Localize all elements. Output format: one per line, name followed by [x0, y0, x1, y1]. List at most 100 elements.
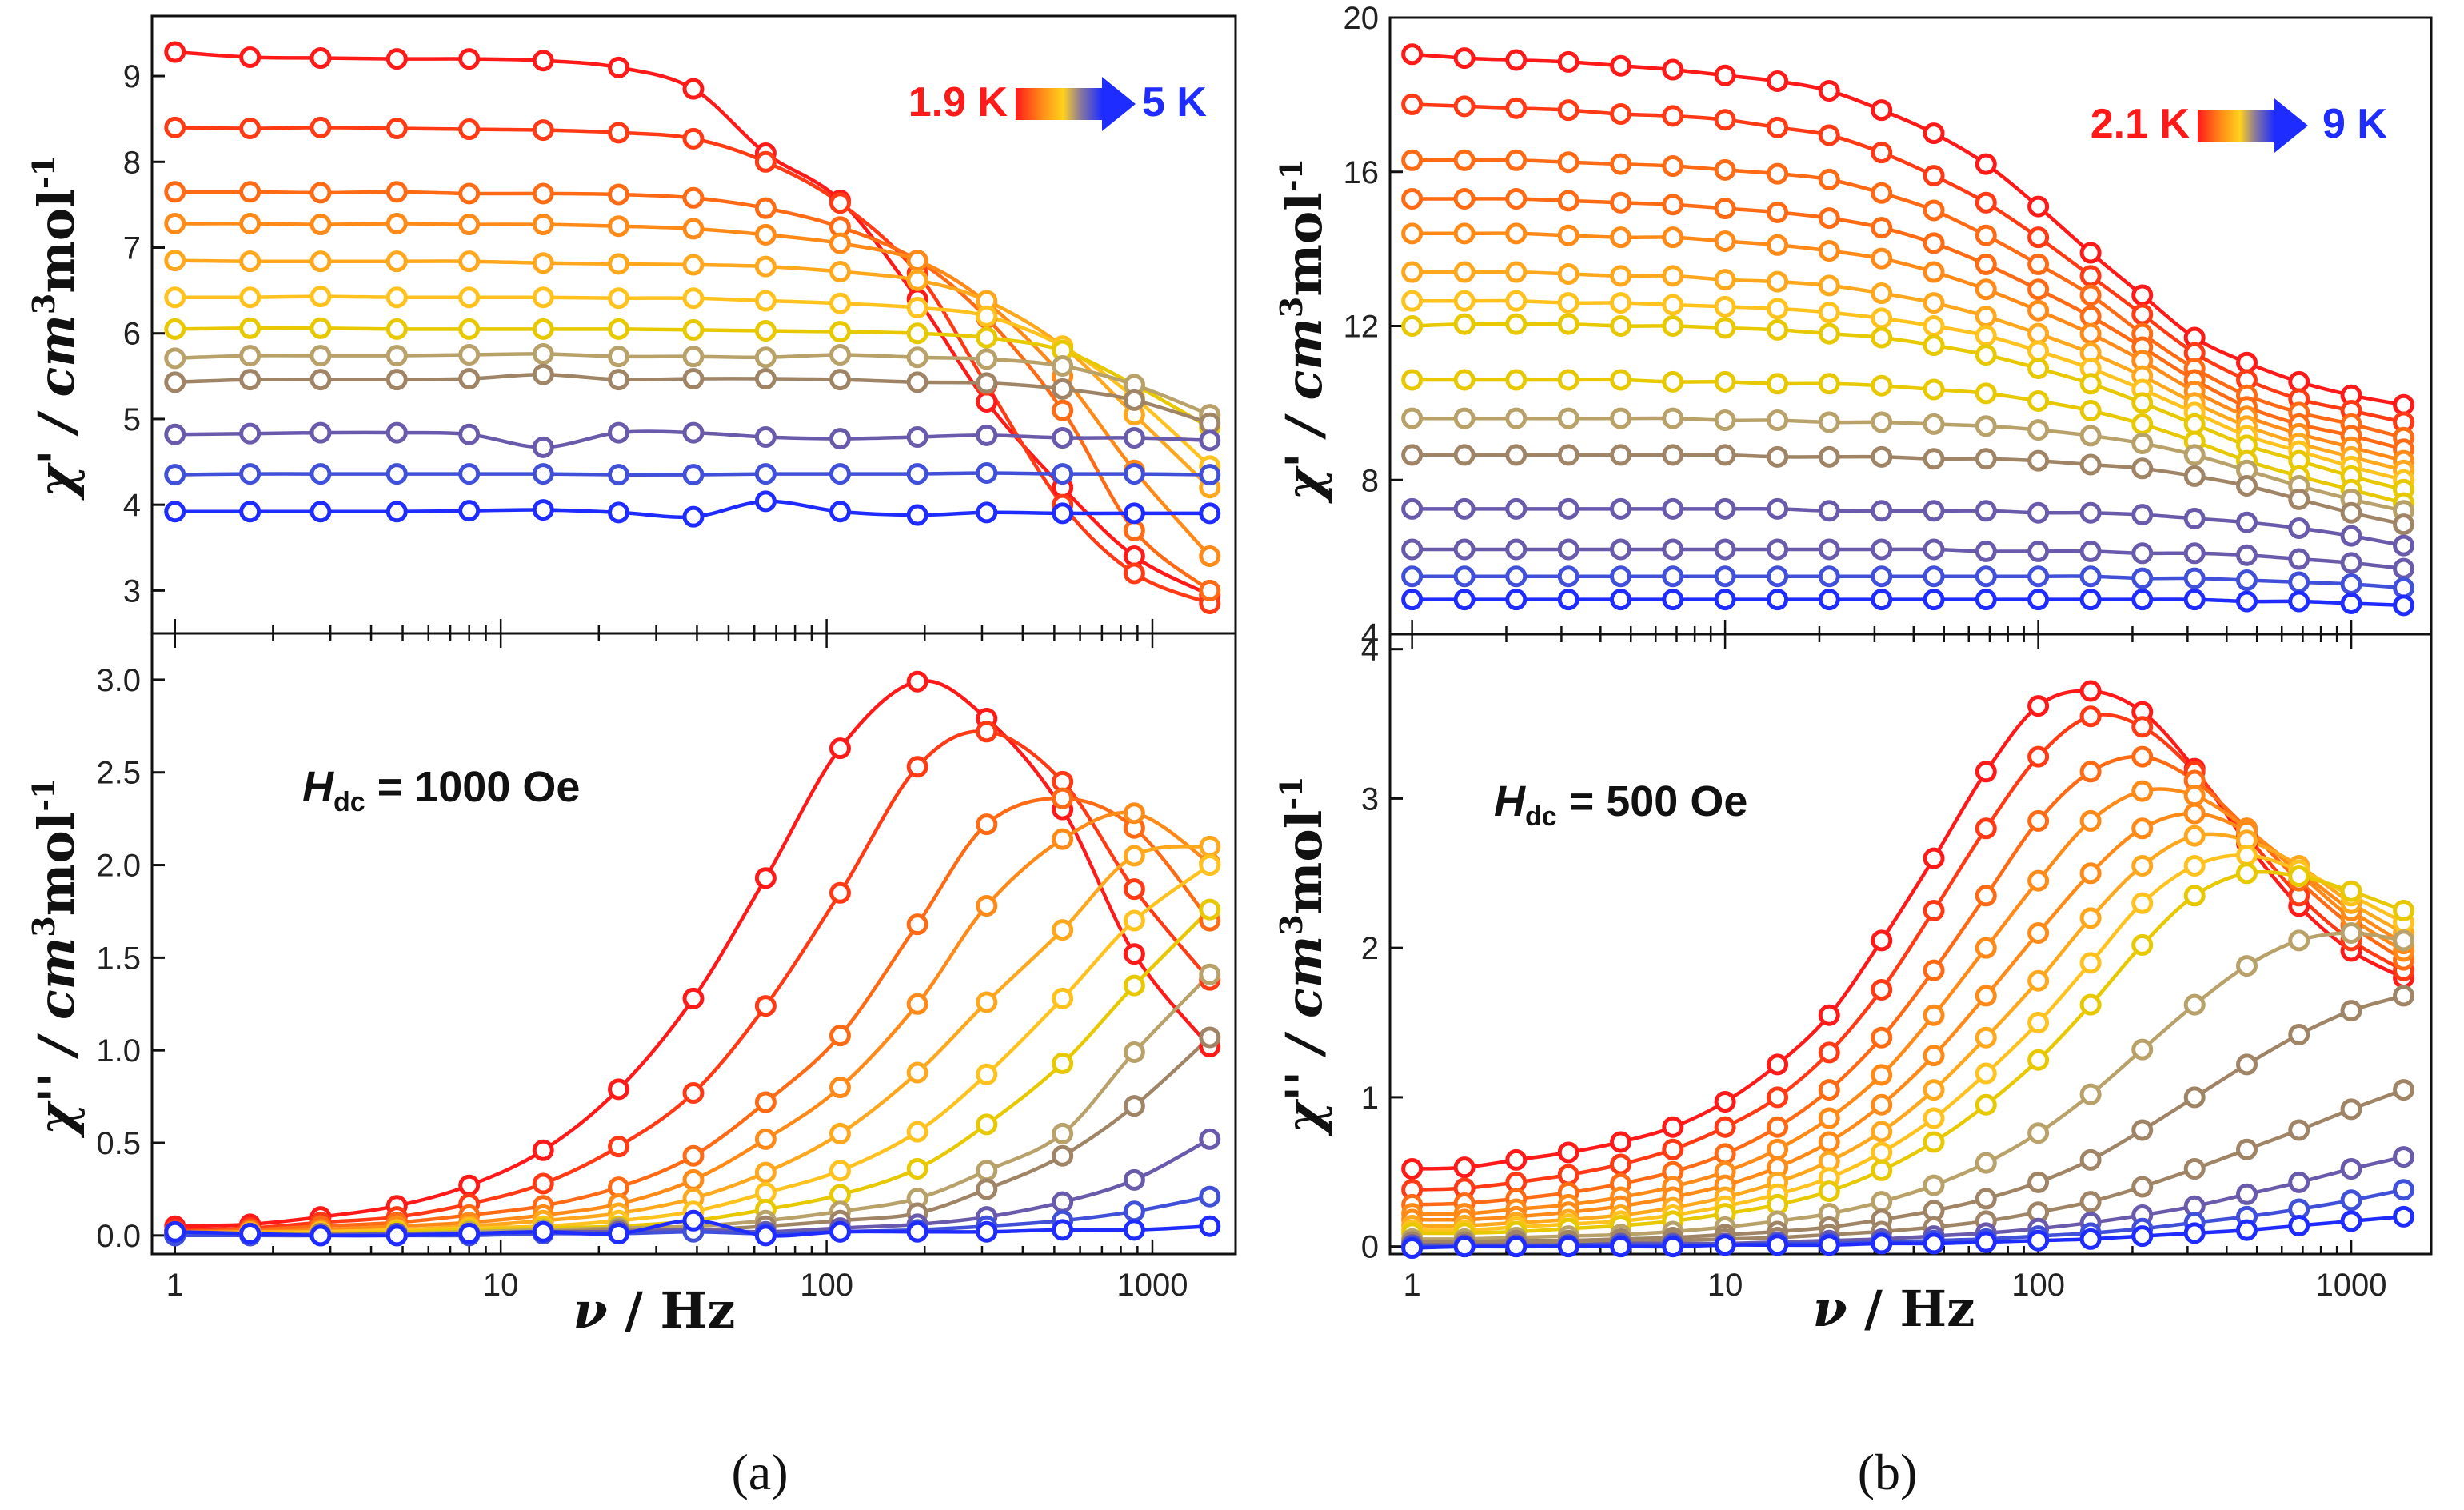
data-point-T9 [239, 369, 262, 391]
x-tick-label: 1000 [1117, 1268, 1188, 1303]
data-point-T14 [1871, 1232, 1893, 1255]
data-point-T4 [1818, 207, 1840, 230]
data-point-T8 [2131, 933, 2154, 956]
data-point-T4 [2027, 869, 2050, 892]
data-point-T10 [2183, 444, 2206, 466]
panel-b-field-symbol: H [1494, 777, 1526, 825]
data-point-T15 [2340, 592, 2362, 614]
data-point-T14 [2079, 1228, 2102, 1250]
data-point-T15 [1610, 589, 1632, 611]
data-point-T9 [1401, 369, 1424, 391]
data-point-T7 [1662, 294, 1684, 316]
data-point-T12 [1818, 500, 1840, 522]
data-point-T10 [1052, 427, 1074, 449]
data-point-T14 [1401, 565, 1424, 588]
data-point-T11 [2393, 1079, 2415, 1101]
series-line-T3 [174, 796, 1212, 1234]
data-point-T9 [1767, 373, 1789, 395]
data-point-T4 [1975, 937, 1997, 959]
data-point-T8 [2288, 865, 2310, 888]
data-point-T8 [2340, 880, 2362, 902]
data-point-T6 [1871, 1121, 1893, 1143]
data-point-T11 [2027, 449, 2050, 472]
data-point-T2 [2027, 745, 2050, 768]
data-point-T12 [829, 1220, 851, 1243]
data-point-T5 [1975, 985, 1997, 1007]
data-point-T7 [976, 326, 998, 349]
data-point-T14 [1923, 1232, 1945, 1255]
data-point-T1 [829, 737, 851, 760]
data-point-T10 [164, 423, 186, 445]
data-point-T11 [2079, 453, 2102, 476]
data-point-T7 [754, 320, 777, 342]
data-point-T14 [2236, 1219, 2258, 1241]
panel-b-field-label: Hdc = 500 Oe [1494, 777, 1747, 832]
data-point-T14 [1714, 565, 1736, 588]
data-point-T12 [1453, 497, 1476, 520]
data-point-T11 [2288, 1119, 2310, 1141]
data-point-T4 [1052, 828, 1074, 850]
y-tick-label: 8 [123, 145, 141, 180]
data-point-T9 [2131, 1038, 2154, 1061]
data-point-T3 [1557, 151, 1579, 174]
data-point-T14 [2288, 571, 2310, 593]
data-point-T1 [1767, 70, 1789, 93]
data-point-T12 [2236, 1183, 2258, 1205]
data-point-T11 [2340, 1098, 2362, 1121]
data-point-T5 [1401, 222, 1424, 245]
data-point-T7 [458, 318, 481, 340]
x-tick-label: 100 [800, 1268, 853, 1303]
data-point-T1 [1975, 153, 1997, 175]
data-point-T14 [2288, 1215, 2310, 1237]
panel-b-top-y-axis-title: χ' / cm3mol-1 [1273, 158, 1333, 504]
data-point-T1 [1975, 761, 1997, 783]
data-point-T12 [906, 1220, 928, 1243]
panel-a-gradient-bar [1016, 88, 1102, 120]
panel-b-bottom-frame [1388, 633, 2433, 1256]
data-point-T9 [1505, 369, 1528, 391]
data-point-T13 [1610, 538, 1632, 561]
data-point-T15 [2288, 590, 2310, 613]
data-point-T8 [906, 346, 928, 369]
data-point-T8 [682, 346, 705, 368]
data-point-T5 [1871, 247, 1893, 270]
data-point-T3 [1714, 1143, 1736, 1165]
data-point-T10 [1714, 409, 1736, 432]
data-point-T6 [1818, 274, 1840, 297]
data-point-T4 [1199, 545, 1221, 567]
data-point-T11 [1401, 444, 1424, 466]
data-point-T8 [1714, 317, 1736, 339]
data-point-T14 [2183, 1222, 2206, 1244]
data-point-T15 [1662, 589, 1684, 611]
data-point-T2 [1610, 1153, 1632, 1176]
data-point-T4 [1662, 194, 1684, 216]
data-point-T2 [239, 117, 262, 139]
data-point-T3 [239, 181, 262, 203]
data-point-T5 [754, 255, 777, 278]
data-point-T1 [1123, 943, 1145, 965]
data-point-T5 [385, 250, 408, 273]
data-point-T1 [2079, 242, 2102, 264]
data-point-T8 [754, 346, 777, 369]
data-point-T2 [682, 1081, 705, 1104]
data-point-T14 [1662, 565, 1684, 588]
data-point-T9 [1453, 369, 1476, 391]
data-point-T1 [1610, 1131, 1632, 1153]
data-point-T10 [1123, 1168, 1145, 1191]
data-point-T1 [1818, 1004, 1840, 1026]
data-point-T8 [1975, 344, 1997, 366]
data-point-T9 [2131, 413, 2154, 435]
data-point-T10 [1767, 409, 1789, 432]
data-point-T6 [309, 286, 332, 308]
data-point-T12 [754, 1224, 777, 1247]
data-point-T2 [2079, 705, 2102, 728]
data-point-T8 [1871, 1159, 1893, 1181]
data-point-T5 [1123, 845, 1145, 867]
data-point-T2 [1123, 878, 1145, 901]
data-point-T8 [2131, 392, 2154, 414]
panel-b-bottom-y-axis-title: χ'' / cm3mol-1 [1273, 776, 1333, 1136]
data-point-T14 [1401, 1237, 1424, 1260]
data-point-T9 [829, 369, 851, 391]
data-point-T14 [1818, 565, 1840, 588]
